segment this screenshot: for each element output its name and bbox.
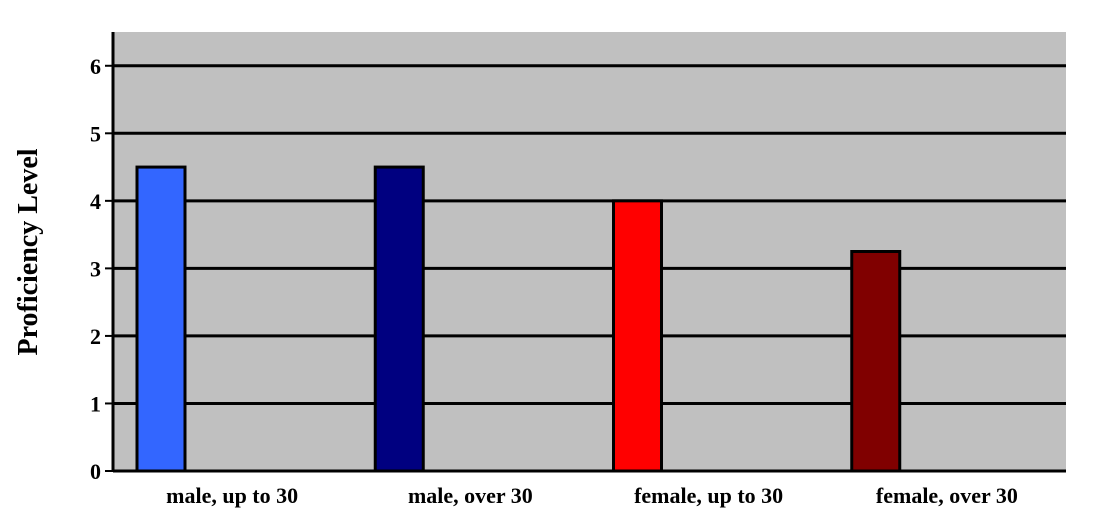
y-tick-label: 3 (90, 256, 101, 281)
y-tick-label: 1 (90, 391, 101, 416)
y-axis-title: Proficiency Level (13, 148, 44, 355)
y-tick-label: 6 (90, 54, 101, 79)
bars (135, 165, 902, 473)
y-tick-label: 5 (90, 121, 101, 146)
bar (373, 165, 425, 473)
gridlines (113, 64, 1066, 405)
x-tick-label: male, over 30 (408, 483, 533, 508)
y-tick-labels: 0 1 2 3 4 5 6 (90, 54, 101, 484)
bar (135, 165, 187, 473)
y-tick-label: 4 (90, 189, 101, 214)
plot-area (113, 32, 1066, 471)
x-tick-label: male, up to 30 (166, 483, 298, 508)
x-tick-label: female, over 30 (876, 483, 1018, 508)
bar (612, 199, 663, 473)
x-tick-labels: male, up to 30 male, over 30 female, up to… (166, 483, 1018, 508)
axes (105, 32, 1066, 473)
bar (850, 250, 902, 473)
y-tick-label: 0 (90, 459, 101, 484)
y-tick-label: 2 (90, 324, 101, 349)
x-tick-label: female, up to 30 (634, 483, 783, 508)
